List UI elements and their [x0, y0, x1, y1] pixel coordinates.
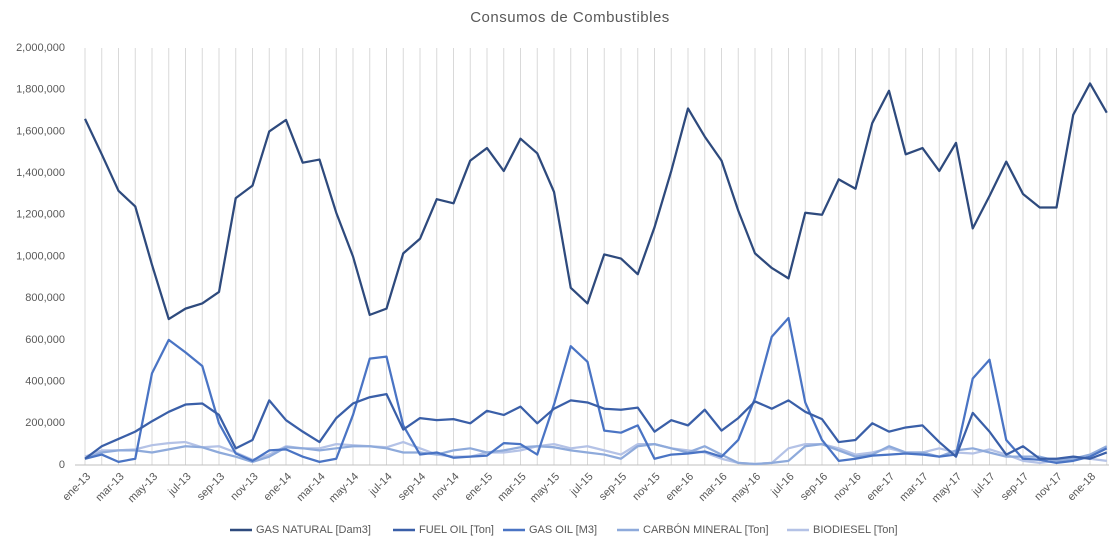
x-tick-label: ene-16 — [663, 471, 696, 504]
x-tick-label: jul-16 — [768, 471, 796, 499]
legend-label: FUEL OIL [Ton] — [419, 524, 494, 536]
x-tick-label: ene-14 — [261, 471, 294, 504]
x-tick-label: jul-13 — [165, 471, 193, 499]
x-tick-label: mar-17 — [898, 471, 931, 504]
legend-label: BIODIESEL [Ton] — [813, 524, 898, 536]
series-line — [83, 82, 1108, 321]
chart-title: Consumos de Combustibles — [470, 9, 670, 26]
y-tick-label: 1,200,000 — [16, 209, 65, 221]
x-tick-label: nov-16 — [831, 471, 863, 503]
legend-label: GAS NATURAL [Dam3] — [256, 524, 371, 536]
x-tick-label: jul-17 — [969, 471, 997, 499]
x-tick-label: may-17 — [930, 471, 964, 505]
y-tick-label: 2,000,000 — [16, 42, 65, 54]
x-tick-label: sep-14 — [396, 471, 428, 503]
y-tick-label: 1,000,000 — [16, 250, 65, 262]
series-line — [84, 392, 1108, 460]
x-tick-label: mar-14 — [295, 471, 328, 504]
legend-label: GAS OIL [M3] — [529, 524, 597, 536]
legend-label: CARBÓN MINERAL [Ton] — [643, 523, 769, 536]
x-tick-label: nov-15 — [630, 471, 662, 503]
y-tick-label: 800,000 — [25, 292, 65, 304]
x-tick-label: nov-14 — [429, 471, 461, 503]
x-tick-label: sep-17 — [999, 471, 1031, 503]
x-tick-label: mar-15 — [496, 471, 529, 504]
x-tick-label: mar-16 — [697, 471, 730, 504]
x-tick-label: mar-13 — [94, 471, 127, 504]
x-tick-label: ene-17 — [864, 471, 897, 504]
x-tick-label: nov-13 — [228, 471, 260, 503]
y-tick-label: 400,000 — [25, 376, 65, 388]
x-tick-label: may-16 — [729, 471, 763, 505]
x-tick-label: ene-13 — [60, 471, 93, 504]
y-tick-label: 1,400,000 — [16, 167, 65, 179]
y-tick-label: 1,600,000 — [16, 125, 65, 137]
x-tick-label: jul-15 — [567, 471, 595, 499]
x-tick-label: may-14 — [327, 471, 361, 505]
x-tick-label: ene-18 — [1065, 471, 1098, 504]
x-tick-label: may-15 — [528, 471, 562, 505]
y-tick-label: 200,000 — [25, 417, 65, 429]
x-tick-label: ene-15 — [462, 471, 495, 504]
x-tick-label: sep-13 — [195, 471, 227, 503]
y-tick-label: 1,800,000 — [16, 84, 65, 96]
y-tick-label: 600,000 — [25, 334, 65, 346]
x-tick-label: may-13 — [126, 471, 160, 505]
x-tick-label: sep-16 — [798, 471, 830, 503]
x-tick-label: nov-17 — [1032, 471, 1064, 503]
x-tick-label: jul-14 — [366, 471, 394, 499]
x-tick-label: sep-15 — [597, 471, 629, 503]
y-tick-label: 0 — [59, 459, 65, 471]
series-line — [84, 316, 1108, 465]
